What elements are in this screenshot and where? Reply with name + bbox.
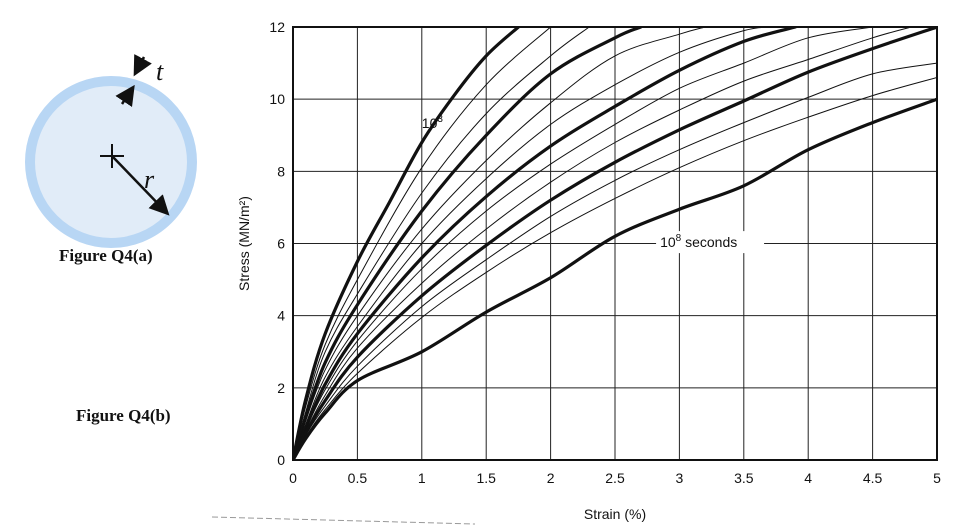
curve-time-annotation: 108 seconds (660, 233, 737, 250)
isochronous-curve-thin (293, 27, 590, 460)
x-tick-label: 0.5 (348, 470, 368, 486)
thickness-label: t (156, 57, 164, 86)
cylinder-diagram: r t (25, 54, 197, 248)
annotation-backdrop (656, 231, 765, 254)
x-tick-labels: 0 0.5 1 1.5 2 2.5 3 3.5 4 4.5 5 (289, 470, 941, 486)
isochronous-curve-bold (293, 27, 643, 460)
chart-annotations: 103 108 seconds (422, 114, 765, 254)
isochronous-curve-thin (293, 27, 771, 460)
thickness-arrow-outer-icon (133, 54, 152, 77)
x-tick-label: 0 (289, 470, 297, 486)
x-tick-label: 3 (676, 470, 684, 486)
y-axis-title: Stress (MN/m²) (236, 196, 252, 291)
figure-a-caption: Figure Q4(a) (59, 246, 153, 265)
thickness-arrow-inner-icon (115, 84, 135, 108)
y-tick-labels: 0 2 4 6 8 10 12 (269, 19, 285, 468)
y-tick-label: 0 (277, 452, 285, 468)
isochronous-curve-thin (293, 27, 874, 460)
isochronous-curve-bold (293, 27, 937, 460)
isochronous-curve-bold (293, 27, 797, 460)
isochronous-curve-thin (293, 27, 706, 460)
x-tick-label: 2.5 (605, 470, 625, 486)
y-tick-label: 12 (269, 19, 285, 35)
y-tick-label: 10 (269, 91, 285, 107)
figure-b-caption: Figure Q4(b) (76, 406, 171, 425)
y-tick-label: 4 (277, 308, 285, 324)
scan-edge-line (211, 516, 476, 525)
radius-label: r (144, 165, 155, 194)
isochronous-curve-bold (293, 27, 520, 460)
x-axis-title: Strain (%) (584, 506, 646, 522)
isochronous-curve-bold (293, 97, 937, 460)
radius-arrow-icon (111, 155, 170, 216)
chart-grid (292, 26, 938, 461)
isochronous-curve-thin (293, 62, 937, 460)
plot-frame (292, 26, 938, 461)
chart-curves (293, 27, 937, 460)
x-tick-label: 3.5 (734, 470, 754, 486)
curve-time-annotation: 103 (422, 114, 444, 131)
y-tick-label: 6 (277, 236, 285, 252)
y-tick-label: 2 (277, 380, 285, 396)
x-tick-label: 1.5 (476, 470, 496, 486)
isochronous-curve-thin (293, 77, 937, 460)
isochronous-curve-thin (293, 27, 912, 460)
isochronous-curve-thin (293, 27, 552, 460)
x-tick-label: 4 (804, 470, 812, 486)
x-tick-label: 5 (933, 470, 941, 486)
x-tick-label: 4.5 (863, 470, 883, 486)
x-tick-label: 1 (418, 470, 426, 486)
x-tick-label: 2 (547, 470, 555, 486)
y-tick-label: 8 (277, 163, 285, 179)
